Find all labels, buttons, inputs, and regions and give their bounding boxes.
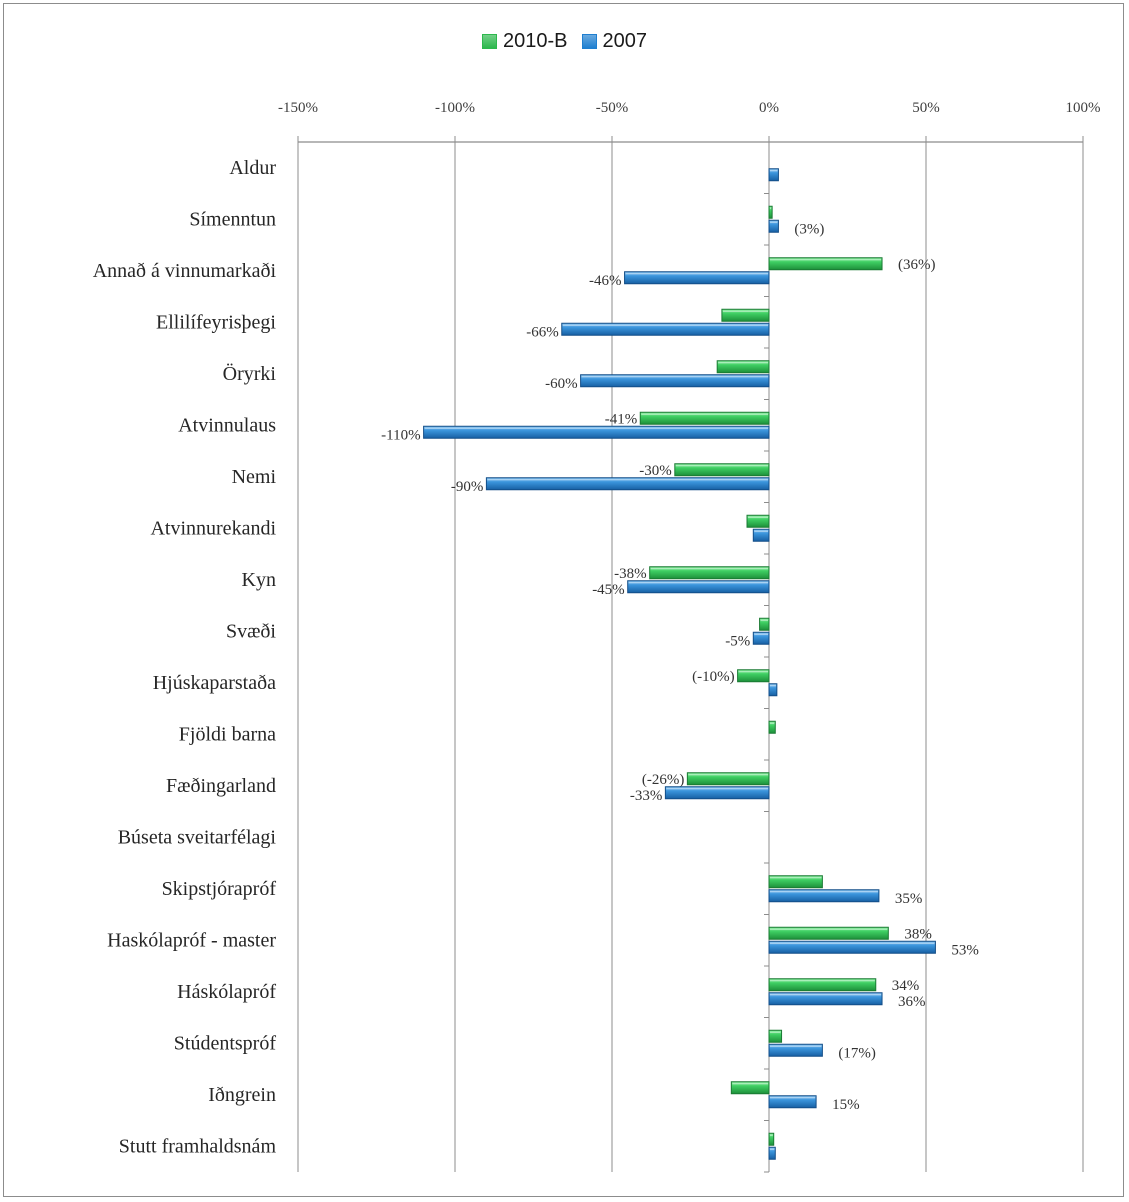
bar-2010-b — [721, 308, 770, 322]
category-label: Nemi — [232, 466, 277, 488]
bar-2010-b — [639, 411, 770, 425]
data-label: (3%) — [794, 221, 824, 237]
category-label: Aldur — [229, 157, 276, 179]
legend: 2010-B 2007 — [0, 30, 1129, 53]
legend-label: 2010-B — [503, 30, 568, 52]
x-tick-label: -100% — [435, 100, 475, 116]
bar-2007 — [580, 374, 770, 388]
chart-frame — [3, 3, 1124, 1197]
bar-2010-b — [768, 720, 776, 734]
data-label: 35% — [895, 891, 923, 907]
bar-2007 — [752, 631, 770, 645]
legend-label: 2007 — [602, 30, 648, 52]
bar-2007 — [768, 683, 778, 697]
category-label: Öryrki — [223, 362, 277, 385]
data-label: -5% — [725, 633, 750, 649]
bar-2007 — [768, 992, 883, 1006]
data-label: -66% — [526, 324, 559, 340]
data-label: -33% — [630, 788, 663, 804]
x-tick-label: -150% — [278, 100, 318, 116]
data-label: -60% — [545, 376, 578, 392]
category-label: Fæðingarland — [166, 775, 276, 797]
bar-2007 — [624, 271, 770, 285]
legend-swatch — [482, 34, 497, 49]
bar-2010-b — [768, 1132, 775, 1146]
data-label: -30% — [639, 463, 672, 479]
bar-2007 — [768, 219, 779, 233]
category-label: Svæði — [226, 620, 276, 642]
data-label: -46% — [589, 273, 622, 289]
data-label: 38% — [904, 926, 932, 942]
category-label: Búseta sveitarfélagi — [118, 826, 277, 848]
category-label: Fjöldi barna — [179, 723, 276, 745]
bar-2007 — [664, 786, 770, 800]
data-label: -90% — [451, 479, 484, 495]
bar-2007 — [768, 940, 936, 954]
data-label: (-26%) — [642, 772, 684, 788]
bar-2010-b — [768, 205, 773, 219]
bar-2007 — [627, 580, 770, 594]
category-label: Annað á vinnumarkaði — [93, 260, 277, 282]
legend-swatch — [581, 34, 597, 49]
bar-2010-b — [768, 1029, 783, 1043]
category-label: Stúdentspróf — [174, 1032, 277, 1054]
bar-2007 — [768, 889, 880, 903]
x-tick-label: 100% — [1066, 100, 1101, 116]
data-label: -41% — [605, 411, 638, 427]
category-label: Skipstjórapróf — [162, 878, 277, 900]
bar-2010-b — [746, 514, 770, 528]
data-label: 36% — [898, 994, 926, 1010]
data-label: -45% — [592, 582, 625, 598]
category-label: Haskólapróf - master — [107, 929, 276, 951]
bar-2010-b — [716, 360, 770, 374]
category-label: Iðngrein — [208, 1084, 276, 1106]
bar-2007 — [768, 1043, 823, 1057]
legend-item: 2007 — [581, 30, 648, 53]
category-label: Háskólapróf — [177, 981, 276, 1003]
bar-2007 — [752, 528, 770, 542]
bar-2010-b — [674, 463, 770, 477]
data-label: 53% — [951, 942, 979, 958]
bar-2007 — [768, 1095, 817, 1109]
data-label: 15% — [832, 1097, 860, 1113]
category-label: Stutt framhaldsnám — [119, 1135, 277, 1157]
category-label: Kyn — [242, 569, 276, 591]
bar-2007 — [561, 322, 770, 336]
bar-2007 — [423, 425, 770, 439]
bar-2007 — [768, 1146, 776, 1160]
bar-2010-b — [768, 978, 877, 992]
bar-2010-b — [737, 669, 770, 683]
x-tick-label: -50% — [596, 100, 629, 116]
category-label: Atvinnurekandi — [150, 517, 276, 539]
category-label: Símenntun — [189, 208, 276, 230]
data-label: (36%) — [898, 257, 936, 273]
data-label: 34% — [892, 978, 920, 994]
bar-2010-b — [730, 1081, 770, 1095]
bar-2010-b — [768, 875, 823, 889]
legend-item: 2010-B — [482, 30, 568, 53]
bar-2007 — [485, 477, 770, 491]
bar-2010-b — [649, 566, 770, 580]
bar-2010-b — [768, 926, 889, 940]
data-label: -110% — [381, 427, 420, 443]
category-label: Atvinnulaus — [178, 414, 276, 436]
x-tick-label: 50% — [912, 100, 940, 116]
bar-2010-b — [768, 257, 883, 271]
data-label: -38% — [614, 566, 647, 582]
data-label: (17%) — [838, 1045, 876, 1061]
bar-2010-b — [686, 772, 770, 786]
bar-2007 — [768, 168, 779, 182]
bar-2010-b — [759, 617, 770, 631]
category-label: Ellilífeyrisþegi — [156, 311, 276, 333]
category-label: Hjúskaparstaða — [153, 672, 276, 694]
data-label: (-10%) — [692, 669, 734, 685]
x-tick-label: 0% — [759, 100, 779, 116]
